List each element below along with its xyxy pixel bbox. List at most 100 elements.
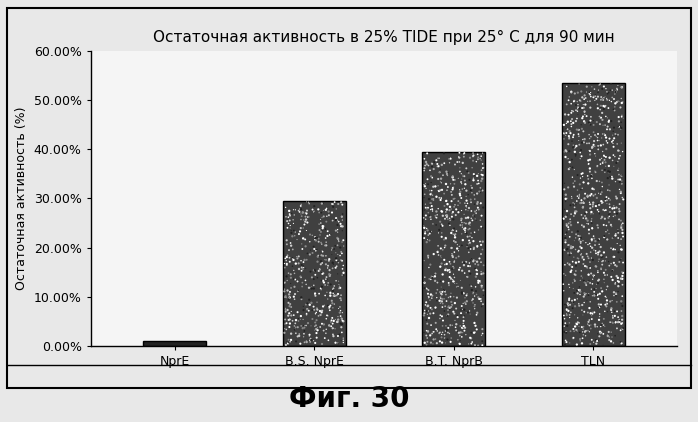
Point bbox=[584, 316, 595, 323]
Point bbox=[584, 131, 595, 138]
Point bbox=[593, 280, 604, 287]
Point bbox=[327, 325, 338, 332]
Point bbox=[449, 203, 460, 210]
Point bbox=[471, 291, 482, 298]
Point bbox=[572, 295, 583, 302]
Point bbox=[290, 260, 302, 267]
Point bbox=[436, 223, 447, 230]
Point bbox=[446, 245, 457, 252]
Point bbox=[280, 308, 291, 315]
Point bbox=[456, 290, 468, 297]
Point bbox=[614, 118, 625, 125]
Point bbox=[464, 260, 475, 266]
Point bbox=[560, 154, 571, 160]
Point bbox=[443, 184, 454, 190]
Point bbox=[578, 293, 589, 300]
Point bbox=[304, 238, 315, 245]
Point bbox=[446, 230, 457, 236]
Point bbox=[309, 291, 320, 298]
Point bbox=[337, 223, 348, 230]
Point bbox=[463, 226, 474, 233]
Point bbox=[591, 263, 602, 270]
Point bbox=[590, 204, 601, 211]
Point bbox=[577, 200, 588, 206]
Point bbox=[426, 322, 437, 328]
Point bbox=[596, 135, 607, 141]
Point bbox=[463, 245, 474, 252]
Point bbox=[424, 196, 435, 203]
Point bbox=[570, 90, 581, 97]
Point bbox=[454, 168, 466, 175]
Point bbox=[593, 301, 604, 308]
Point bbox=[608, 128, 619, 135]
Point bbox=[563, 155, 574, 162]
Point bbox=[431, 327, 443, 334]
Point bbox=[428, 195, 439, 202]
Point bbox=[588, 247, 600, 254]
Point bbox=[582, 327, 593, 334]
Point bbox=[318, 224, 329, 231]
Point bbox=[611, 195, 623, 202]
Point bbox=[604, 135, 615, 142]
Point bbox=[609, 262, 621, 268]
Point bbox=[333, 340, 344, 347]
Point bbox=[333, 200, 344, 207]
Point bbox=[296, 241, 307, 247]
Point bbox=[430, 270, 441, 277]
Point bbox=[610, 230, 621, 237]
Point bbox=[577, 173, 588, 180]
Point bbox=[607, 132, 618, 138]
Point bbox=[570, 259, 581, 266]
Point bbox=[593, 105, 604, 112]
Point bbox=[425, 200, 436, 206]
Point bbox=[292, 287, 304, 294]
Point bbox=[449, 181, 460, 187]
Point bbox=[606, 329, 617, 335]
Point bbox=[454, 332, 466, 339]
Point bbox=[437, 246, 448, 253]
Point bbox=[423, 287, 434, 293]
Point bbox=[591, 203, 602, 209]
Point bbox=[422, 311, 433, 318]
Point bbox=[593, 82, 604, 89]
Bar bbox=[283, 201, 346, 346]
Point bbox=[456, 311, 467, 318]
Point bbox=[313, 290, 325, 297]
Point bbox=[456, 219, 468, 226]
Point bbox=[477, 175, 488, 182]
Point bbox=[430, 212, 441, 219]
Point bbox=[320, 315, 332, 322]
Point bbox=[326, 251, 337, 258]
Point bbox=[616, 180, 628, 187]
Point bbox=[606, 118, 617, 124]
Point bbox=[600, 197, 611, 204]
Point bbox=[592, 323, 603, 330]
Point bbox=[604, 187, 615, 194]
Point bbox=[581, 209, 592, 216]
Point bbox=[419, 339, 431, 346]
Point bbox=[567, 305, 578, 311]
Point bbox=[453, 209, 464, 216]
Point bbox=[445, 217, 456, 224]
Point bbox=[583, 221, 594, 227]
Point bbox=[600, 93, 611, 100]
Point bbox=[586, 172, 597, 179]
Point bbox=[472, 200, 483, 207]
Point bbox=[579, 136, 591, 143]
Point bbox=[611, 141, 623, 147]
Point bbox=[459, 262, 470, 268]
Point bbox=[322, 233, 333, 239]
Point bbox=[616, 225, 627, 231]
Point bbox=[604, 298, 616, 305]
Point bbox=[560, 132, 571, 139]
Point bbox=[586, 144, 597, 151]
Point bbox=[585, 341, 596, 347]
Point bbox=[464, 222, 475, 229]
Point bbox=[337, 317, 348, 324]
Point bbox=[477, 330, 488, 337]
Point bbox=[454, 337, 466, 344]
Point bbox=[317, 269, 328, 276]
Point bbox=[445, 322, 456, 329]
Point bbox=[597, 141, 609, 148]
Point bbox=[313, 206, 324, 213]
